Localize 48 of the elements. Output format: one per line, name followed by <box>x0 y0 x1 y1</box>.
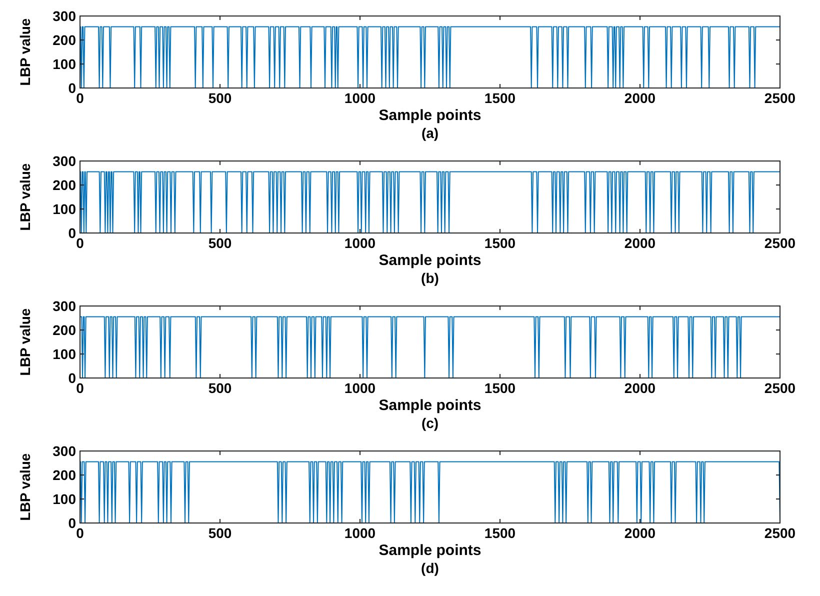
x-tick-label: 1000 <box>344 525 376 541</box>
x-tick-label: 1000 <box>344 235 376 251</box>
y-tick-label: 0 <box>68 225 76 241</box>
y-axis-title: LBP value <box>17 18 33 86</box>
x-tick-label: 500 <box>208 380 232 396</box>
x-tick-label: 500 <box>208 525 232 541</box>
text: (d) <box>421 560 439 576</box>
text: (b) <box>421 270 439 286</box>
y-tick-label: 0 <box>68 515 76 531</box>
text: (c) <box>421 415 439 431</box>
x-tick-label: 500 <box>208 90 232 106</box>
y-tick-label: 300 <box>52 8 76 24</box>
x-tick-label: 2000 <box>624 90 656 106</box>
y-tick-label: 100 <box>52 491 76 507</box>
y-tick-label: 100 <box>52 201 76 217</box>
x-axis-title: Sample points <box>378 542 482 559</box>
x-tick-label: 1500 <box>484 525 516 541</box>
y-tick-label: 200 <box>52 177 76 193</box>
x-tick-label: 2500 <box>764 525 796 541</box>
x-tick-label: 1000 <box>344 90 376 106</box>
y-tick-label: 100 <box>52 346 76 362</box>
x-axis-title: Sample points <box>378 107 482 124</box>
y-axis-title: LBP value <box>17 308 33 376</box>
x-tick-label: 2500 <box>764 380 796 396</box>
x-tick-label: 1500 <box>484 235 516 251</box>
x-tick-label: 2500 <box>764 90 796 106</box>
y-tick-label: 300 <box>52 153 76 169</box>
y-tick-label: 200 <box>52 467 76 483</box>
y-axis-title: LBP value <box>17 453 33 521</box>
y-tick-label: 200 <box>52 32 76 48</box>
x-tick-label: 2000 <box>624 235 656 251</box>
y-tick-label: 0 <box>68 80 76 96</box>
x-axis-title: Sample points <box>378 252 482 269</box>
y-tick-label: 200 <box>52 322 76 338</box>
x-tick-label: 1500 <box>484 90 516 106</box>
text: (a) <box>421 125 439 141</box>
x-tick-label: 1500 <box>484 380 516 396</box>
x-tick-label: 2000 <box>624 525 656 541</box>
x-tick-label: 2500 <box>764 235 796 251</box>
x-tick-label: 500 <box>208 235 232 251</box>
y-tick-label: 100 <box>52 56 76 72</box>
x-tick-label: 1000 <box>344 380 376 396</box>
y-axis-title: LBP value <box>17 163 33 231</box>
y-tick-label: 300 <box>52 443 76 459</box>
y-tick-label: 0 <box>68 370 76 386</box>
x-axis-title: Sample points <box>378 397 482 414</box>
y-tick-label: 300 <box>52 298 76 314</box>
x-tick-label: 2000 <box>624 380 656 396</box>
